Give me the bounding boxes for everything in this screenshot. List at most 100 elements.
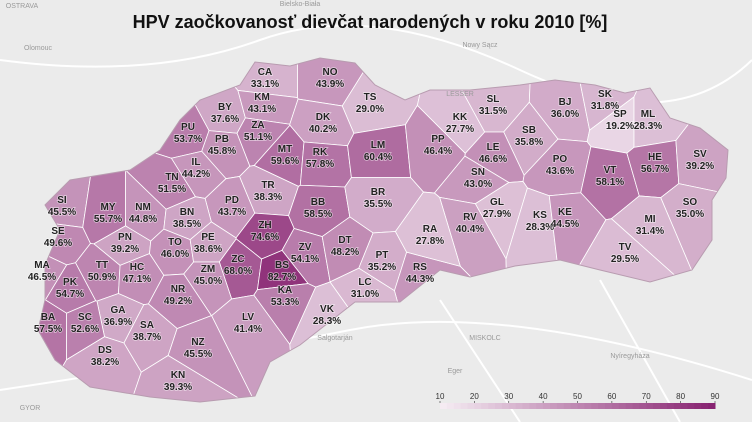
district-value: 46.4% [424,146,452,157]
district-code: KM [254,92,270,103]
district-code: PN [118,232,132,243]
district-code: BY [218,102,232,113]
title: HPV zaočkovanosť dievčat narodených v ro… [133,12,608,32]
legend-tick-label: 80 [676,392,685,401]
place-label: Nyíregyháza [610,353,649,360]
district-value: 51.5% [158,184,186,195]
district-value: 44.5% [551,219,579,230]
district-value: 29.5% [611,254,639,265]
district-code: CA [258,67,272,78]
district-value: 36.9% [104,317,132,328]
district-value: 35.8% [515,137,543,148]
district-code: RA [423,224,437,235]
district-code: LC [358,277,371,288]
district-value: 47.1% [123,274,151,285]
district-code: MA [34,260,50,271]
district-value: 38.6% [194,244,222,255]
district-code: NO [323,67,338,78]
district-code: MT [278,144,292,155]
district-code: LE [487,142,500,153]
district-code: PK [63,277,78,288]
district-value: 46.6% [479,154,507,165]
district-value: 53.3% [271,297,299,308]
legend-swatch [611,403,620,409]
district-code: PP [431,134,445,145]
district-value: 36.0% [551,109,579,120]
district-value: 39.2% [111,244,139,255]
district-code: ZV [299,242,312,253]
district-value: 43.9% [316,79,344,90]
district-code: SI [57,195,67,206]
district-code: SK [598,89,613,100]
district-value: 31.5% [479,106,507,117]
district-code: RK [313,147,328,158]
district-code: KA [278,285,292,296]
place-label: Bielsko-Biała [280,1,321,8]
district-code: ZM [201,264,215,275]
legend-swatch [660,403,668,409]
district-code: DT [338,235,351,246]
legend-swatch [453,403,462,409]
legend-swatch [522,403,530,409]
legend-tick-label: 20 [470,392,479,401]
district-code: TO [168,237,182,248]
district-value: 57.8% [306,159,334,170]
district-code: PU [181,122,195,133]
district-code: ZH [258,220,271,231]
district-value: 41.4% [234,324,262,335]
legend-swatch [701,403,709,409]
legend-swatch [680,403,688,409]
district-value: 27.7% [446,124,474,135]
district-labels: CA33.1%NO43.9%TS29.0%BY37.6%KM43.1%ZA51.… [27,66,715,394]
place-label: OSTRAVA [6,3,39,10]
district-value: 56.7% [641,164,669,175]
district-code: LM [371,140,385,151]
legend-swatch [550,403,558,409]
legend-swatch [543,403,551,409]
legend-swatch [481,403,489,409]
district-code: SL [487,94,500,105]
legend-swatch [570,403,578,409]
district-value: 74.6% [251,232,279,243]
district-value: 29.0% [356,104,384,115]
district-code: SA [140,320,154,331]
district-value: 39.3% [164,382,192,393]
district-code: BA [41,312,55,323]
district-code: KK [453,112,468,123]
legend-tick-label: 50 [573,392,582,401]
district-code: RS [413,262,427,273]
district-code: MY [101,202,116,213]
legend-swatch [666,403,675,409]
district-code: BJ [559,97,572,108]
place-label: Olomouc [24,45,53,52]
legend-swatch [515,403,523,409]
district-value: 57.5% [34,324,62,335]
district-value: 54.7% [56,289,84,300]
legend-tick-label: 10 [436,392,445,401]
district-code: SE [51,226,65,237]
district-value: 55.7% [94,214,122,225]
district-value: 44.8% [129,214,157,225]
district-code: BS [275,260,289,271]
district-value: 40.4% [456,224,484,235]
legend-tick-label: 60 [607,392,616,401]
district [394,191,461,267]
district-value: 38.2% [91,357,119,368]
district-code: RV [463,212,477,223]
district-value: 28.3% [634,121,662,132]
district-value: 38.7% [133,332,161,343]
district-value: 50.9% [88,272,116,283]
district-code: SO [683,197,698,208]
place-label: GYOR [20,405,41,412]
district-value: 46.0% [161,249,189,260]
legend-tick-label: 70 [642,392,651,401]
district-value: 54.1% [291,254,319,265]
district-code: VT [604,165,617,176]
district-code: SN [471,167,485,178]
district-code: LV [242,312,254,323]
district-value: 58.5% [304,209,332,220]
district-value: 45.0% [194,276,222,287]
district-code: ZC [231,254,244,265]
district-value: 39.2% [686,161,714,172]
